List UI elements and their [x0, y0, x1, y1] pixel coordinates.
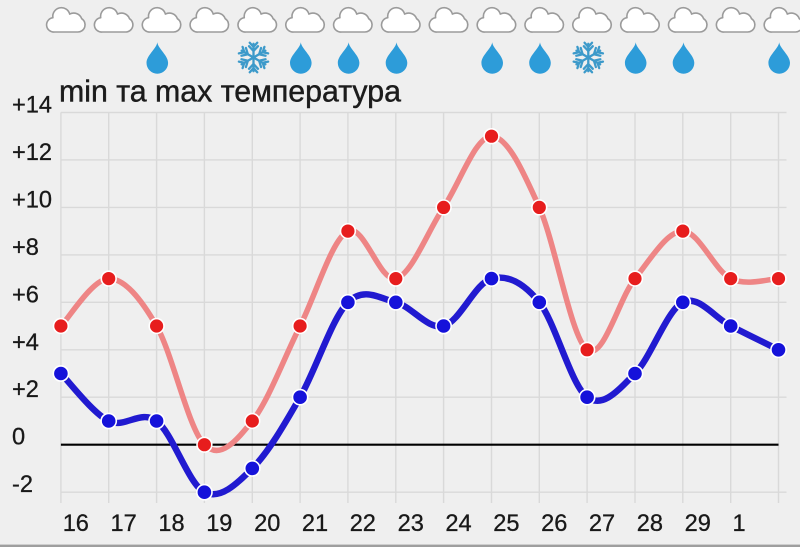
svg-text:26: 26: [541, 511, 567, 537]
svg-text:0: 0: [12, 425, 25, 451]
svg-text:19: 19: [206, 511, 232, 537]
svg-text:+10: +10: [12, 187, 52, 213]
svg-text:+8: +8: [12, 235, 39, 261]
svg-text:+6: +6: [12, 282, 39, 308]
svg-text:-2: -2: [12, 472, 33, 498]
svg-text:16: 16: [63, 511, 89, 537]
svg-text:+4: +4: [12, 330, 39, 356]
svg-text:29: 29: [685, 511, 711, 537]
svg-text:17: 17: [111, 511, 137, 537]
svg-text:+2: +2: [12, 377, 39, 403]
svg-text:18: 18: [158, 511, 184, 537]
svg-text:min та max температура: min та max температура: [59, 76, 401, 109]
svg-text:22: 22: [350, 511, 376, 537]
svg-text:24: 24: [445, 511, 471, 537]
svg-text:20: 20: [254, 511, 280, 537]
svg-text:21: 21: [302, 511, 328, 537]
svg-text:23: 23: [398, 511, 424, 537]
svg-text:+12: +12: [12, 140, 52, 166]
svg-text:25: 25: [493, 511, 519, 537]
svg-text:28: 28: [637, 511, 663, 537]
svg-text:+14: +14: [12, 93, 52, 119]
svg-text:1: 1: [733, 511, 746, 537]
svg-text:27: 27: [589, 511, 615, 537]
